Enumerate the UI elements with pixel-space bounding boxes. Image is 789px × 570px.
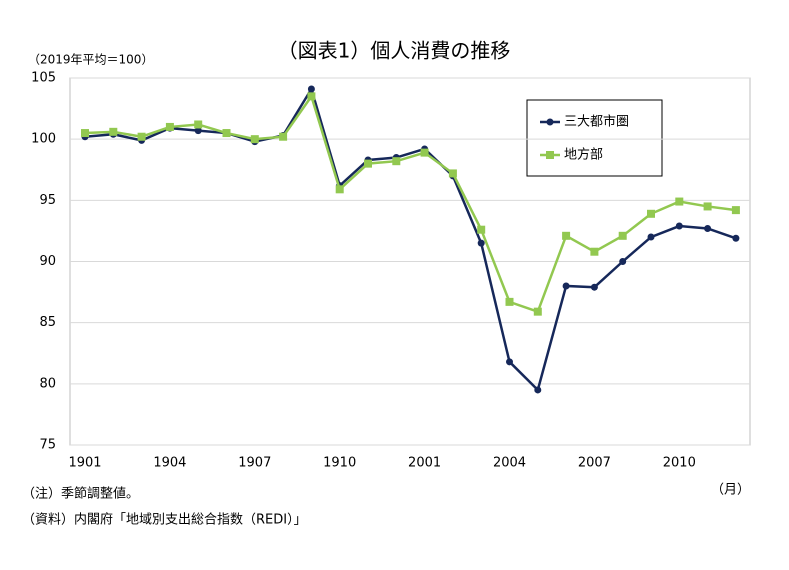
y-tick-label: 80 — [39, 376, 56, 391]
data-point — [250, 135, 259, 144]
data-point — [562, 282, 570, 290]
data-point — [647, 233, 655, 241]
note: （注）季節調整値。 — [22, 486, 139, 502]
legend-marker — [546, 118, 554, 126]
y-tick-label: 85 — [39, 315, 56, 330]
data-point — [364, 159, 372, 168]
data-point — [420, 148, 429, 157]
data-point — [194, 120, 203, 129]
y-tick-label: 95 — [39, 193, 56, 208]
legend-marker — [546, 151, 554, 159]
data-point — [731, 206, 740, 215]
y-axis-label: （2019年平均＝100） — [28, 53, 153, 67]
x-tick-label: 1901 — [68, 456, 101, 471]
data-point — [165, 122, 174, 131]
data-point — [222, 129, 231, 138]
x-tick-label: 1904 — [153, 456, 186, 471]
data-point — [506, 358, 513, 366]
data-point — [590, 247, 599, 256]
data-point — [704, 224, 712, 232]
data-point — [562, 231, 571, 240]
data-point — [590, 283, 598, 291]
data-point — [279, 132, 288, 141]
data-point — [477, 225, 486, 234]
data-point — [703, 202, 712, 211]
y-tick-label: 90 — [39, 254, 56, 269]
data-point — [619, 258, 627, 265]
data-point — [505, 297, 514, 306]
x-tick-label: 2007 — [578, 456, 611, 471]
data-point — [194, 127, 202, 135]
data-point — [109, 127, 118, 136]
x-tick-label: 2001 — [408, 456, 441, 471]
data-point — [534, 386, 542, 394]
series-line — [84, 93, 737, 314]
y-tick-label: 75 — [39, 438, 56, 453]
x-axis-label: （月） — [711, 483, 750, 498]
x-tick-label: 1910 — [323, 456, 356, 471]
y-tick-label: 100 — [31, 132, 56, 147]
data-point — [81, 129, 89, 138]
data-point — [307, 92, 316, 101]
data-point — [675, 222, 683, 230]
y-tick-label: 105 — [31, 71, 56, 86]
x-tick-label: 1907 — [238, 456, 271, 471]
data-point — [137, 132, 146, 141]
legend-label: 三大都市圏 — [564, 114, 629, 130]
data-point — [392, 157, 401, 166]
data-point — [477, 239, 485, 247]
x-tick-label: 2004 — [493, 456, 526, 471]
data-point — [533, 307, 542, 316]
data-point — [732, 234, 740, 242]
data-point — [307, 85, 315, 93]
x-tick-label: 2010 — [663, 456, 696, 471]
legend-box — [526, 99, 663, 177]
data-point — [618, 231, 627, 240]
data-point — [448, 169, 457, 178]
chart-title: （図表1）個人消費の推移 — [278, 39, 511, 63]
legend-label: 地方部 — [564, 147, 603, 163]
data-point — [647, 209, 655, 218]
series-line — [84, 85, 737, 393]
data-point — [675, 197, 684, 206]
note: （資料）内閣府「地域別支出総合指数（REDI）」 — [22, 512, 307, 528]
data-point — [335, 185, 344, 194]
